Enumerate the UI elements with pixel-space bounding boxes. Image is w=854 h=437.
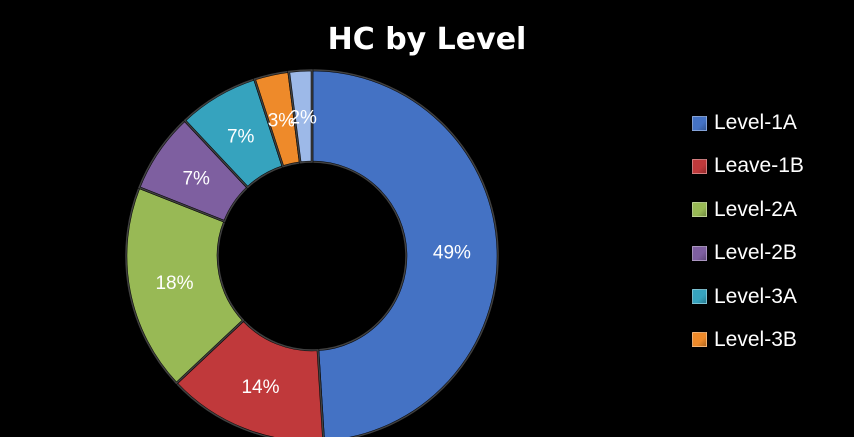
slice-bevel — [287, 69, 313, 164]
legend-item-level-3a: Level-3A — [692, 284, 804, 308]
legend-swatch — [692, 158, 707, 174]
slice-bevel — [125, 186, 245, 385]
legend-swatch — [692, 289, 707, 305]
legend-item-level-1a: Level-1A — [692, 111, 804, 134]
legend-item-leave-1b: Leave-1B — [692, 154, 804, 178]
legend-label: Level-3A — [714, 284, 797, 308]
slice-value-label: 49% — [433, 243, 471, 264]
legend-label: Leave-1B — [714, 154, 804, 178]
legend-item-level-3b: Level-3B — [692, 327, 804, 351]
chart-legend: Level-1A Leave-1B Level-2A Level-2B Leve… — [692, 111, 804, 372]
legend-swatch — [692, 332, 707, 348]
chart-title: HC by Level — [327, 22, 527, 57]
legend-label: Level-3B — [714, 327, 797, 351]
slice-value-label: 3% — [268, 110, 296, 131]
legend-label: Level-1A — [714, 111, 797, 134]
legend-swatch — [692, 202, 707, 218]
slice-value-label: 18% — [155, 273, 193, 294]
slice-value-label: 14% — [241, 377, 279, 398]
slice-value-label: 7% — [227, 126, 255, 147]
slice-level-1a — [310, 68, 500, 437]
slice-value-label: 7% — [182, 168, 210, 189]
legend-item-level-2b: Level-2B — [692, 241, 804, 265]
legend-item-level-2a: Level-2A — [692, 197, 804, 221]
legend-label: Level-2B — [714, 241, 797, 265]
slice-value-label: 2% — [289, 107, 317, 128]
slice-unlabeled — [287, 68, 314, 165]
legend-label: Level-2A — [714, 197, 797, 221]
legend-swatch — [692, 245, 707, 261]
legend-swatch — [692, 115, 707, 131]
slice-level-2a — [124, 185, 246, 386]
slice-bevel — [311, 69, 499, 437]
